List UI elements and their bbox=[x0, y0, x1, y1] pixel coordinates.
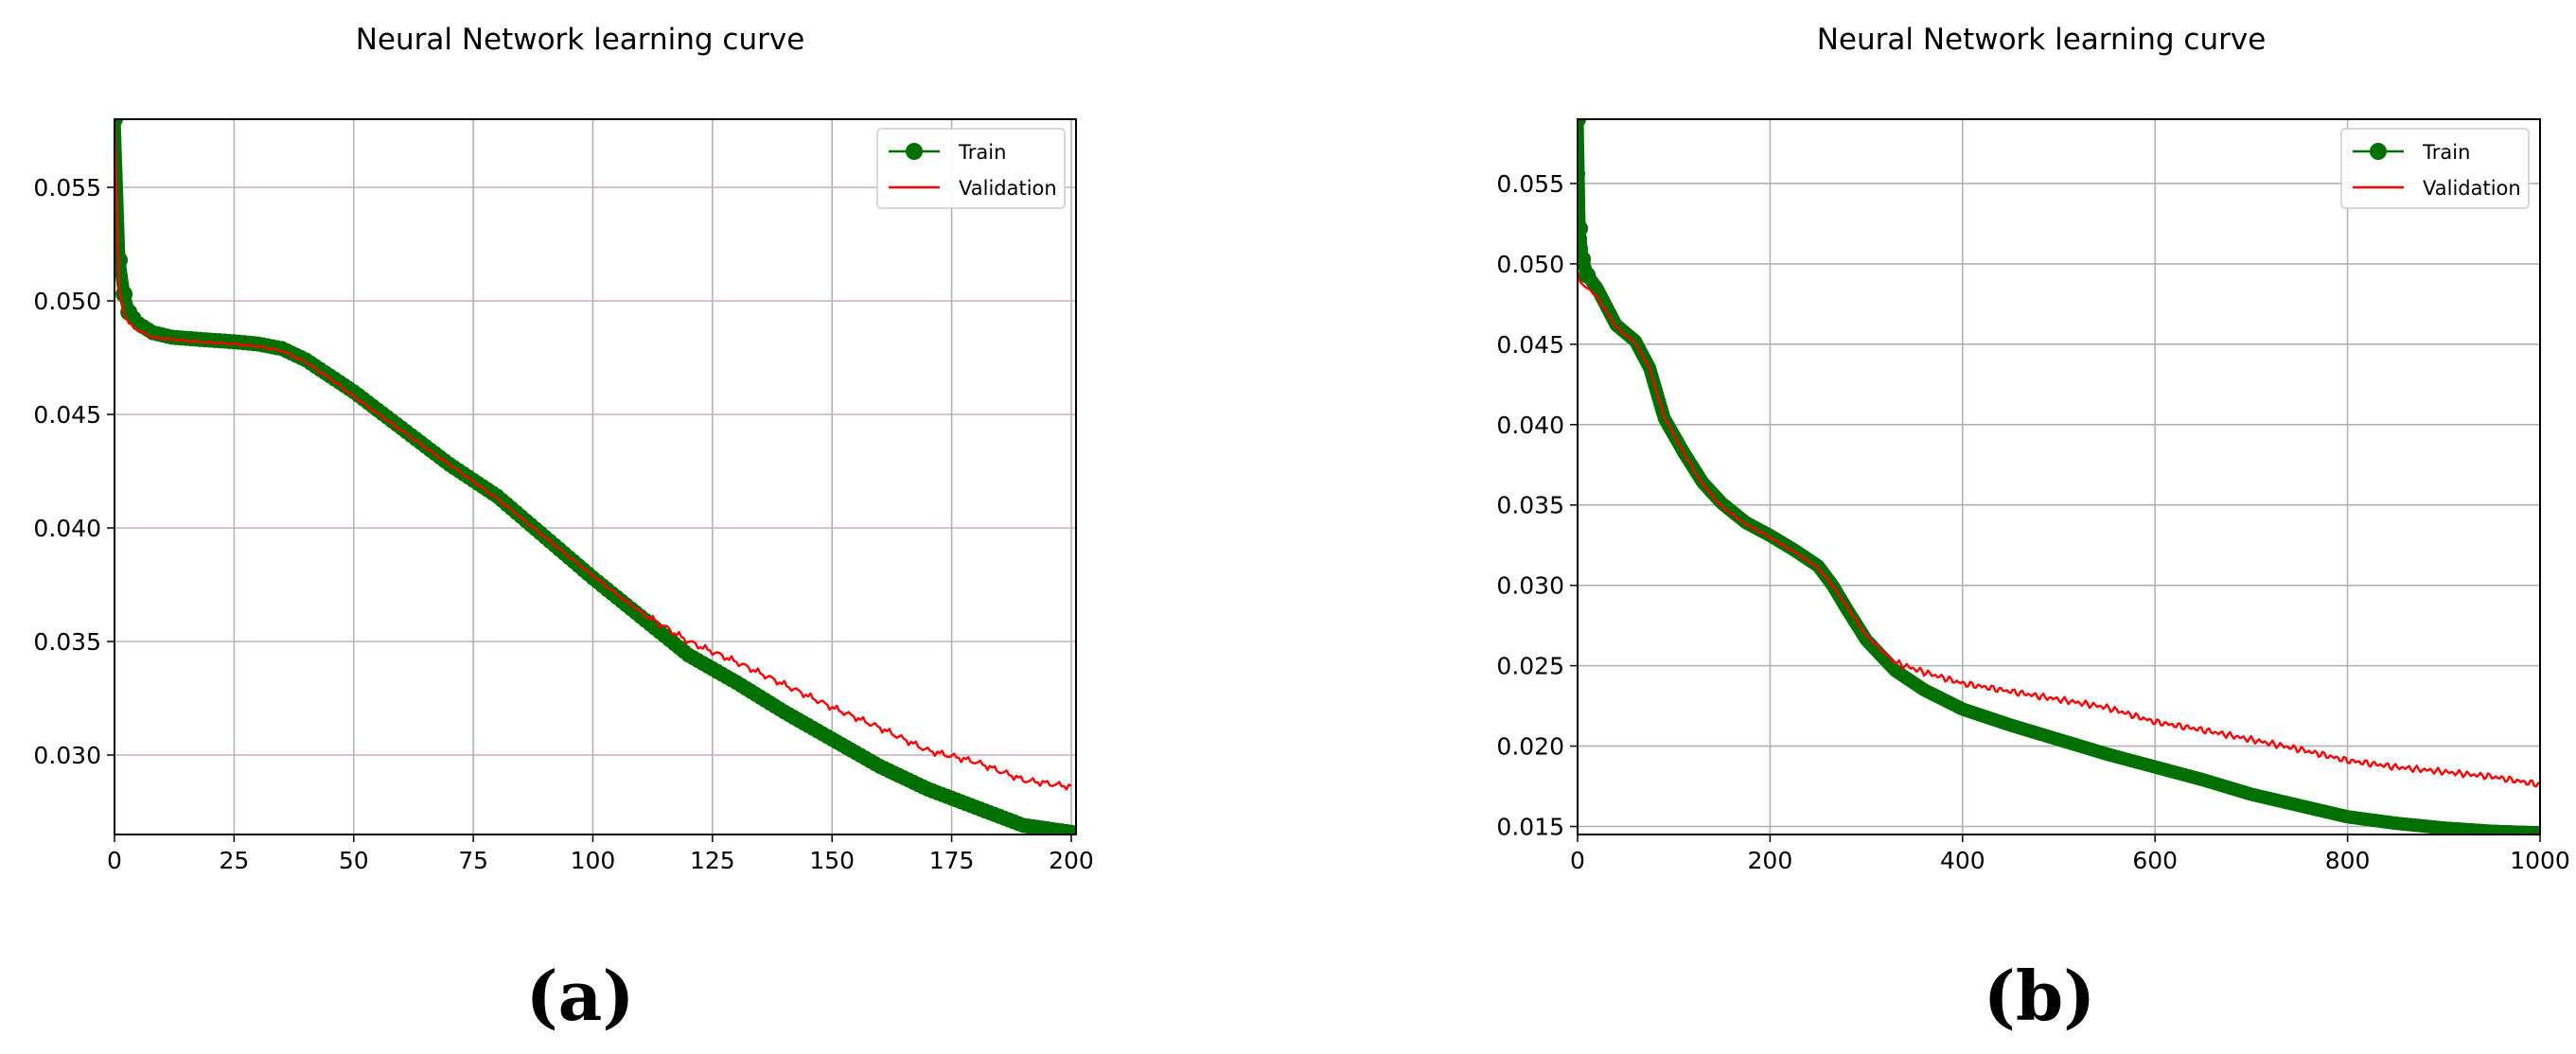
chart-title: Neural Network learning curve bbox=[356, 23, 805, 57]
y-tick-label: 0.030 bbox=[33, 742, 101, 769]
legend-train-label: Train bbox=[2422, 141, 2470, 164]
x-tick-label: 75 bbox=[458, 847, 488, 874]
train-marker bbox=[1063, 824, 1076, 834]
train-marker bbox=[2532, 826, 2540, 834]
x-tick-label: 0 bbox=[107, 847, 122, 874]
x-tick-label: 100 bbox=[571, 847, 616, 874]
y-tick-label: 0.050 bbox=[1496, 251, 1564, 278]
y-tick-label: 0.055 bbox=[33, 174, 101, 202]
validation-line bbox=[1578, 271, 2540, 788]
y-tick-label: 0.040 bbox=[1496, 412, 1564, 439]
train-marker bbox=[1578, 167, 1586, 181]
y-tick-label: 0.035 bbox=[1496, 492, 1564, 519]
x-tick-label: 800 bbox=[2325, 847, 2371, 874]
legend-validation-label: Validation bbox=[959, 177, 1057, 200]
y-tick-label: 0.045 bbox=[33, 401, 101, 429]
legend-train-label: Train bbox=[958, 141, 1006, 164]
x-tick-label: 125 bbox=[690, 847, 735, 874]
train-marker bbox=[1578, 220, 1589, 237]
axes-frame bbox=[1577, 118, 2541, 835]
legend-train-marker bbox=[2370, 143, 2387, 160]
caption-a: (a) bbox=[525, 956, 635, 1036]
train-marker bbox=[1578, 250, 1592, 268]
train-marker bbox=[1578, 119, 1586, 128]
y-tick-label: 0.030 bbox=[1496, 572, 1564, 600]
x-tick-label: 400 bbox=[1940, 847, 1985, 874]
train-marker bbox=[115, 285, 133, 303]
legend: Train Validation bbox=[2340, 128, 2530, 209]
chart-title: Neural Network learning curve bbox=[1817, 23, 2267, 57]
train-marker bbox=[115, 119, 123, 128]
y-tick-label: 0.020 bbox=[1496, 733, 1564, 761]
y-tick-label: 0.015 bbox=[1496, 814, 1564, 841]
x-tick-label: 50 bbox=[339, 847, 369, 874]
plot-area bbox=[115, 119, 1076, 834]
axes-frame bbox=[114, 118, 1077, 835]
y-tick-label: 0.025 bbox=[1496, 653, 1564, 680]
y-tick-label: 0.055 bbox=[1496, 170, 1564, 198]
x-tick-label: 200 bbox=[1049, 847, 1094, 874]
y-tick-label: 0.045 bbox=[1496, 331, 1564, 359]
caption-b: (b) bbox=[1983, 956, 2096, 1036]
y-tick-label: 0.040 bbox=[33, 515, 101, 542]
x-tick-label: 1000 bbox=[2510, 847, 2570, 874]
x-tick-label: 0 bbox=[1570, 847, 1585, 874]
legend-validation-label: Validation bbox=[2423, 177, 2521, 200]
x-tick-label: 175 bbox=[929, 847, 975, 874]
chart-a: Neural Network learning curve 0 25 50 75 100 1… bbox=[33, 23, 1093, 874]
y-tick-label: 0.035 bbox=[33, 628, 101, 656]
train-markers bbox=[1578, 119, 2540, 834]
chart-b: Neural Network learning curve 0 200 400 600 8… bbox=[1496, 23, 2569, 874]
legend: Train Validation bbox=[876, 128, 1066, 209]
x-tick-label: 150 bbox=[809, 847, 855, 874]
plot-area bbox=[1578, 119, 2540, 834]
x-tick-label: 25 bbox=[219, 847, 249, 874]
legend-train-marker bbox=[906, 143, 923, 160]
x-tick-label: 600 bbox=[2132, 847, 2178, 874]
x-tick-label: 200 bbox=[1748, 847, 1793, 874]
train-marker bbox=[1579, 266, 1597, 284]
validation-line bbox=[115, 119, 1072, 791]
y-tick-label: 0.050 bbox=[33, 288, 101, 315]
train-line bbox=[1578, 119, 2540, 834]
